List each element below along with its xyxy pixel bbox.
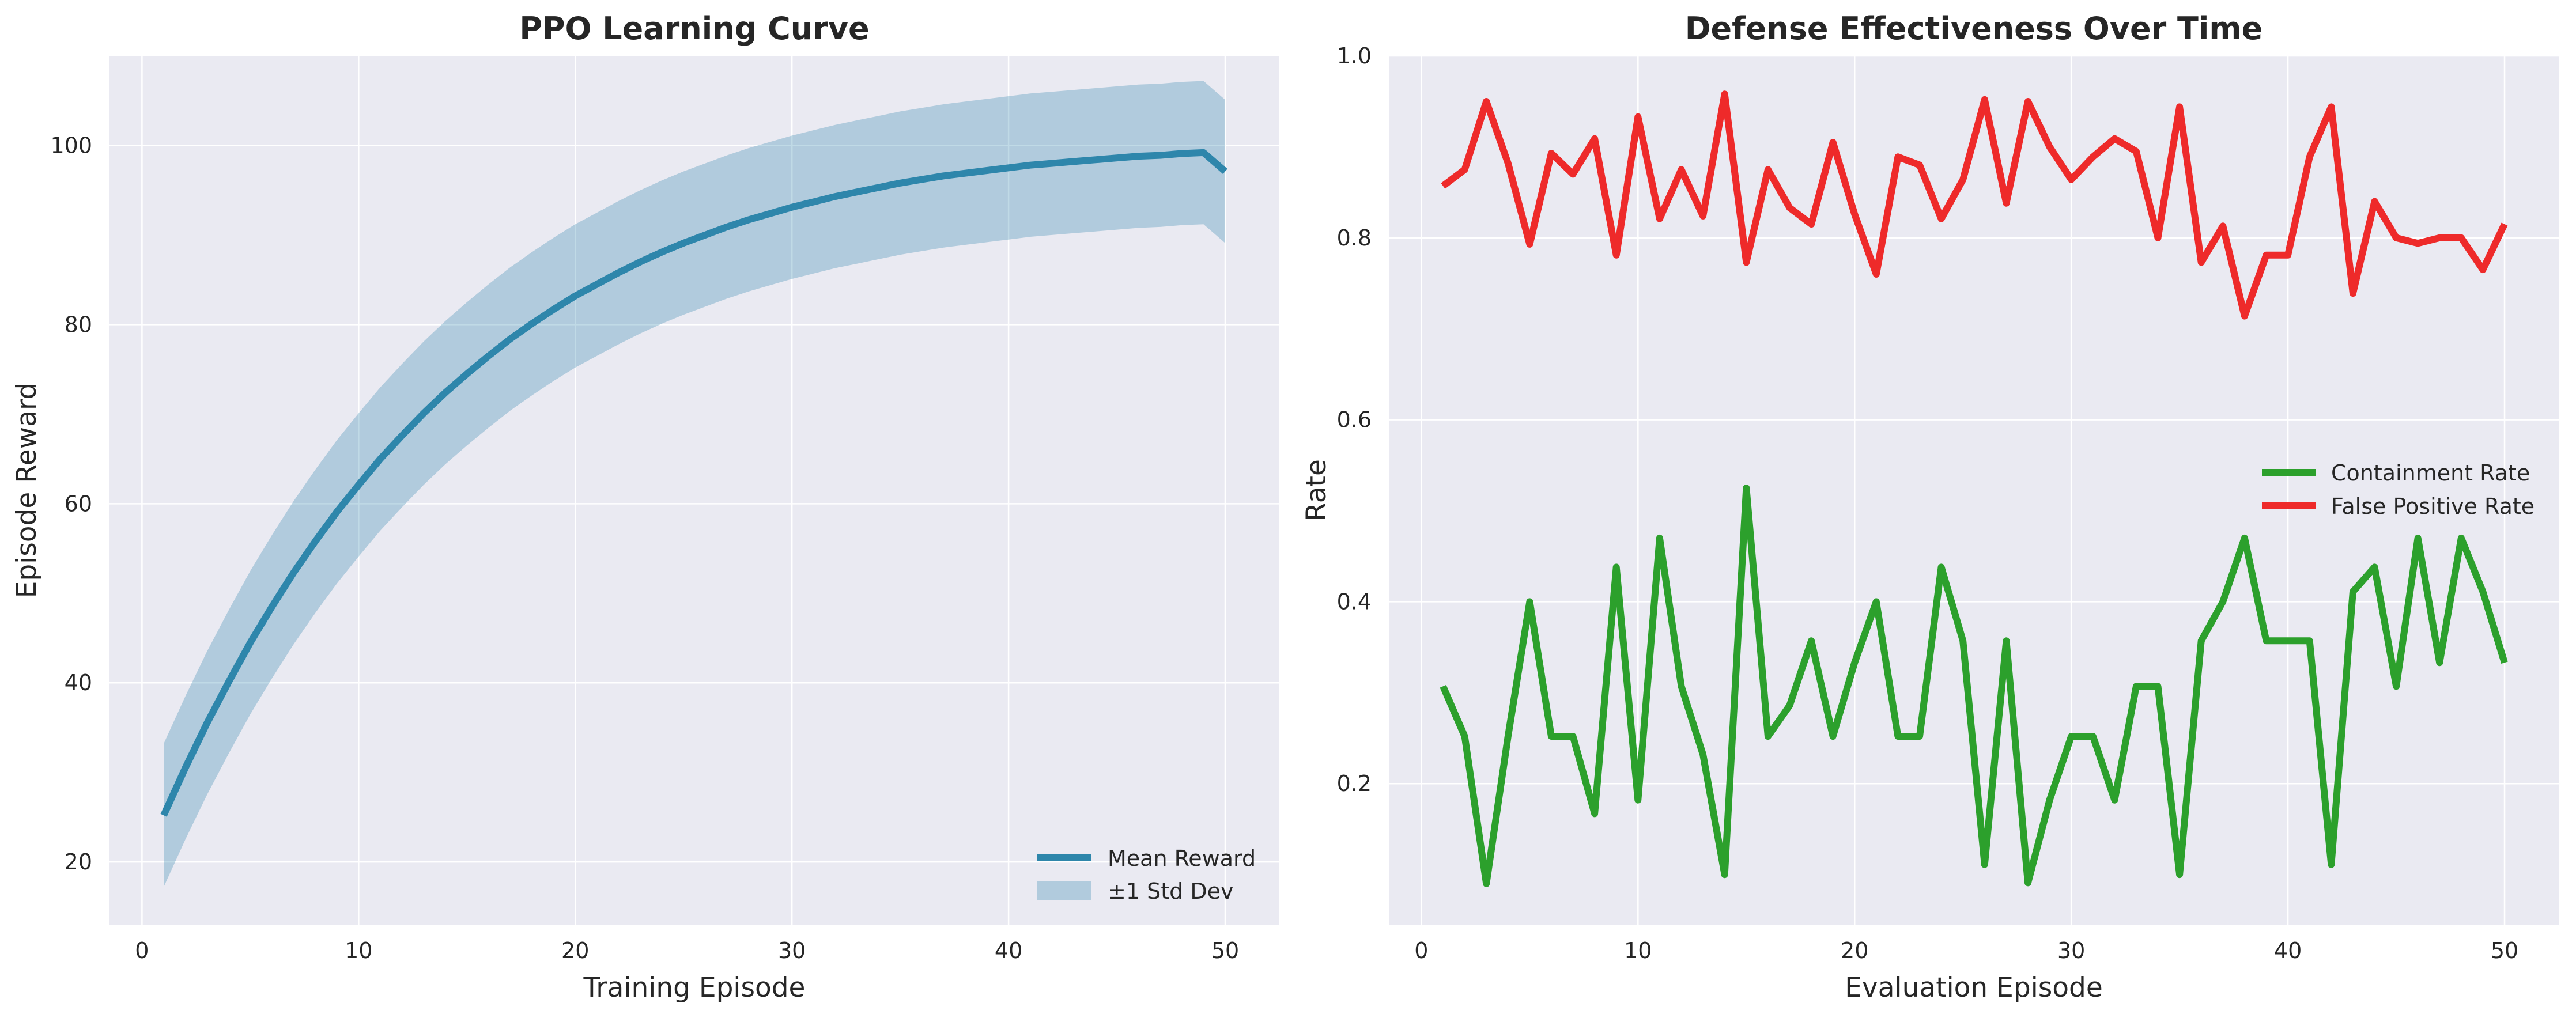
- x-tick-label: 50: [1211, 938, 1239, 963]
- legend: Containment Rate False Positive Rate: [2262, 460, 2535, 519]
- y-tick-label: 80: [65, 312, 92, 337]
- y-tick-label: 60: [65, 491, 92, 516]
- y-tick-label: 40: [65, 670, 92, 695]
- legend: Mean Reward ±1 Std Dev: [1037, 846, 1256, 904]
- legend-swatch-std-dev: [1037, 881, 1091, 900]
- x-axis-label: Evaluation Episode: [1845, 972, 2103, 1004]
- x-tick-label: 20: [561, 938, 589, 963]
- y-tick-label: 20: [65, 849, 92, 875]
- legend-label-false-positive-rate: False Positive Rate: [2331, 494, 2535, 519]
- x-tick-label: 0: [1414, 938, 1428, 963]
- y-tick-label: 1.0: [1337, 43, 1372, 69]
- y-tick-label: 0.8: [1337, 225, 1372, 251]
- plot-area: [109, 56, 1279, 925]
- x-tick-label: 50: [2491, 938, 2518, 963]
- grid-lines: [109, 56, 1279, 925]
- data-marks: [160, 81, 1227, 887]
- tick-labels: 0 10 20 30 40 50 0.2 0.4 0.6 0.8 1.0: [1337, 43, 2519, 963]
- data-marks: [1440, 90, 2508, 887]
- defense-effectiveness-chart: 0 10 20 30 40 50 0.2 0.4 0.6 0.8 1.0 Defense Effec…: [1301, 10, 2559, 1004]
- series-line-containment-rate: [1440, 485, 2508, 887]
- y-tick-label: 100: [50, 133, 92, 158]
- legend-label-std-dev: ±1 Std Dev: [1108, 879, 1233, 904]
- x-tick-label: 0: [135, 938, 149, 963]
- tick-labels: 0 10 20 30 40 50 20 40 60 80 100: [50, 133, 1239, 963]
- series-line-false-positive-rate: [1441, 90, 2508, 320]
- x-tick-label: 20: [1841, 938, 1868, 963]
- ppo-learning-curve-chart: 0 10 20 30 40 50 20 40 60 80 100 PPO Learning Curv…: [11, 10, 1279, 1004]
- x-tick-label: 10: [1624, 938, 1652, 963]
- x-tick-label: 40: [2274, 938, 2302, 963]
- y-tick-label: 0.4: [1337, 589, 1372, 614]
- y-axis-label: Rate: [1301, 459, 1332, 521]
- x-tick-label: 10: [345, 938, 372, 963]
- y-tick-label: 0.6: [1337, 407, 1372, 433]
- y-tick-label: 0.2: [1337, 771, 1372, 796]
- x-tick-label: 40: [995, 938, 1022, 963]
- legend-label-mean-reward: Mean Reward: [1108, 846, 1256, 871]
- series-line-mean-reward: [160, 149, 1227, 817]
- x-axis-label: Training Episode: [583, 972, 806, 1004]
- x-tick-label: 30: [778, 938, 806, 963]
- chart-title: PPO Learning Curve: [519, 10, 869, 47]
- chart-title: Defense Effectiveness Over Time: [1685, 10, 2263, 47]
- y-axis-label: Episode Reward: [11, 383, 43, 599]
- legend-label-containment-rate: Containment Rate: [2331, 460, 2530, 486]
- plot-area: [1389, 56, 2559, 925]
- x-tick-label: 30: [2057, 938, 2085, 963]
